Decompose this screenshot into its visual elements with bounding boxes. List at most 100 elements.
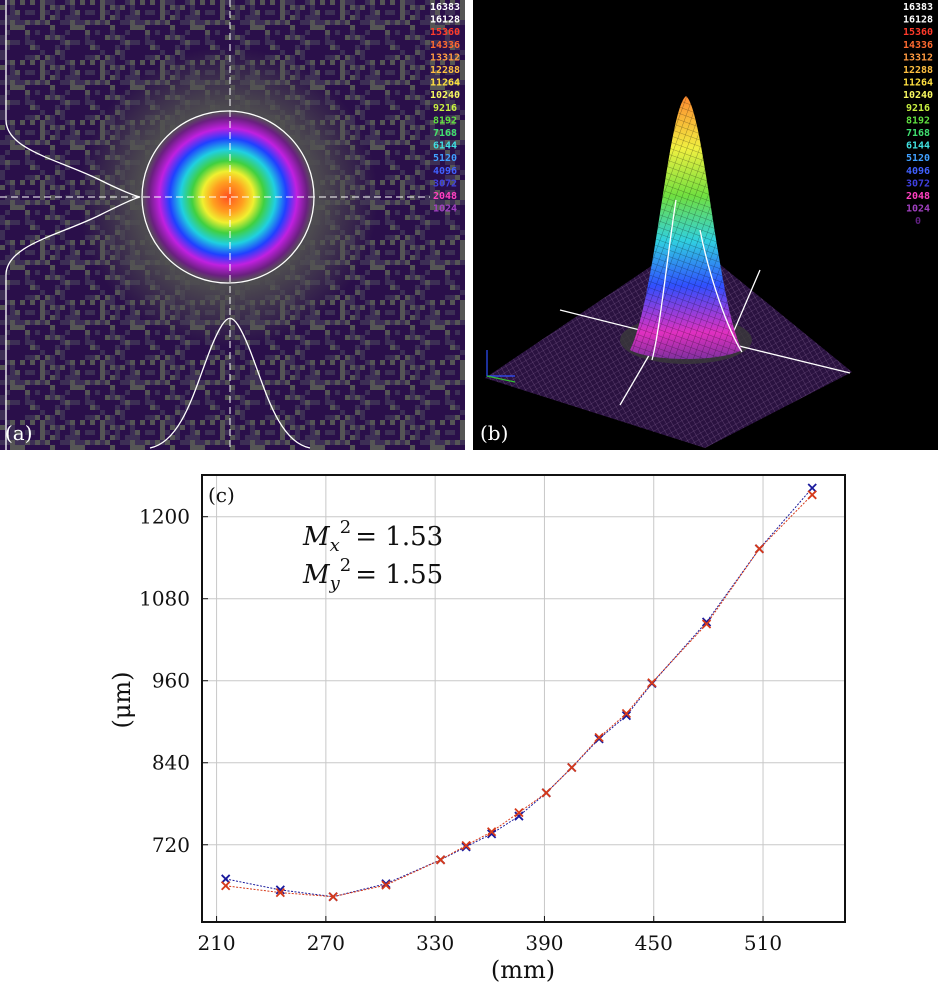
data-point [701, 617, 712, 627]
colorbar-label: 16128 [430, 15, 460, 26]
colorbar-label: 2048 [906, 191, 930, 202]
colorbar-label: 15360 [903, 27, 933, 38]
data-point [435, 855, 446, 865]
data-point [461, 842, 471, 852]
data-point [567, 762, 577, 773]
data-point [381, 879, 391, 889]
colorbar-label: 0 [915, 216, 921, 227]
colorbar-label: 6144 [433, 141, 457, 152]
data-point [701, 619, 712, 629]
y-tick-label: 840 [152, 751, 190, 775]
colorbar-label: 11264 [903, 78, 933, 89]
colorbar-label: 1024 [433, 204, 457, 215]
data-point [486, 827, 497, 837]
colorbar-label: 9216 [906, 103, 930, 114]
colorbar-label: 4096 [906, 166, 930, 177]
panel-label: (b) [480, 421, 508, 445]
y-axis-label: (μm) [108, 671, 136, 728]
x-tick-label: 510 [744, 931, 782, 955]
y-tick-label: 720 [152, 833, 190, 857]
data [221, 483, 817, 902]
data-point [221, 881, 231, 891]
y-profile [149, 317, 311, 449]
colorbar-label: 5120 [433, 153, 457, 164]
x-tick-label: 210 [197, 931, 235, 955]
panel-label: (a) [5, 421, 33, 445]
x-tick-label: 390 [525, 931, 563, 955]
plot-area [202, 475, 845, 922]
data-point [807, 483, 817, 493]
annotation-sup: 2 [340, 555, 351, 576]
colorbar-label: 4096 [433, 166, 457, 177]
axes-triad-y [486, 375, 516, 383]
colorbar-label: 12288 [430, 65, 460, 76]
colorbar-label: 1024 [906, 204, 930, 215]
data-point [594, 734, 604, 744]
data-point [807, 490, 817, 500]
x-profile [5, 0, 141, 450]
annotation-symbol: M [302, 522, 331, 552]
colorbar-label: 3072 [906, 178, 930, 189]
surface-mesh [630, 96, 742, 359]
data-point [754, 544, 765, 554]
beam-spot [142, 111, 314, 283]
annotation-sub: x [330, 535, 340, 556]
data-point [621, 708, 632, 719]
x-tick-label: 270 [307, 931, 345, 955]
annotation: Mx2 = 1.53 [302, 517, 443, 556]
chart: (c) Mx2 = 1.53 My2 = 1.55 (mm) (μm) 210 270… [108, 474, 846, 984]
colorbar-label: 8192 [906, 115, 930, 126]
data-point [514, 808, 524, 818]
colorbar-label: 10240 [430, 90, 460, 101]
data-point [541, 788, 551, 798]
colorbar: 1638316128153601433613312122881126410240… [903, 2, 933, 227]
colorbar-label: 13312 [903, 52, 933, 63]
annotation-sub: y [329, 573, 341, 594]
data-point [328, 892, 338, 902]
colorbar-label: 16383 [903, 2, 933, 13]
y-tick-label: 960 [152, 669, 190, 693]
colorbar-label: 14336 [903, 40, 933, 51]
grid [202, 475, 845, 922]
panel-label: (c) [208, 483, 235, 507]
x-tick-label: 450 [635, 931, 673, 955]
colorbar-label: 16383 [430, 2, 460, 13]
colorbar-label: 16128 [903, 15, 933, 26]
colorbar-label: 7168 [433, 128, 457, 139]
data-point [514, 811, 524, 821]
fit-line [225, 494, 813, 898]
data-point [647, 678, 657, 688]
colorbar-label: 9216 [433, 103, 457, 114]
colorbar-label: 6144 [906, 141, 930, 152]
data-point [486, 829, 497, 839]
colorbar: 1638316128153601433613312122881126410240… [430, 2, 460, 215]
plot-frame [201, 474, 846, 923]
annotation-symbol: M [302, 560, 331, 590]
colorbar-label: 13312 [430, 52, 460, 63]
data-point [221, 874, 231, 884]
data-point [594, 732, 604, 743]
panel-b: (b) 163831612815360143361331212288112641… [473, 0, 938, 450]
data-point [275, 887, 285, 898]
peak-profiles [651, 199, 743, 361]
colorbar-label: 15360 [430, 27, 460, 38]
colorbar-label: 14336 [430, 40, 460, 51]
data-point [381, 880, 391, 890]
y-tick-label: 1080 [139, 587, 190, 611]
colorbar-label: 10240 [903, 90, 933, 101]
colorbar-label: 7168 [906, 128, 930, 139]
annotation: My2 = 1.55 [302, 555, 443, 594]
x-tick-label: 330 [416, 931, 454, 955]
colorbar-label: 2048 [433, 191, 457, 202]
data-point [621, 710, 632, 721]
colorbar-label: 12288 [903, 65, 933, 76]
y-tick-label: 1200 [139, 505, 190, 529]
x-axis-label: (mm) [491, 956, 555, 984]
annotation-sup: 2 [340, 517, 351, 538]
annotation-eq: = 1.55 [355, 560, 443, 590]
annotation-eq: = 1.53 [355, 522, 443, 552]
colorbar-label: 5120 [906, 153, 930, 164]
colorbar-label: 8192 [433, 115, 457, 126]
